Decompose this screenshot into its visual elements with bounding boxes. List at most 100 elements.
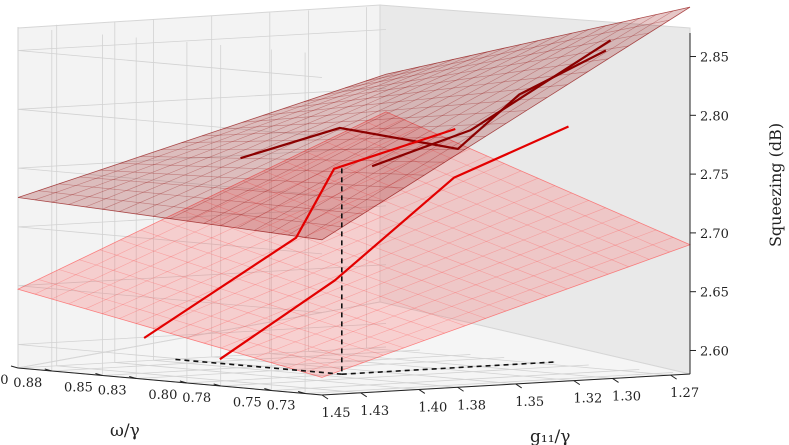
surface-mesh-line — [263, 170, 568, 290]
grid-line-y-floor — [308, 351, 613, 379]
z-tick-label: 2.65 — [700, 286, 729, 301]
surface-mesh-line — [102, 148, 471, 314]
series-curve — [143, 127, 456, 339]
grid-line-x-floor — [136, 357, 505, 379]
x-tick-mark — [297, 391, 306, 394]
surface-mesh-line — [85, 141, 454, 310]
x-tick-label: 0.78 — [182, 391, 211, 406]
x-tick-mark — [10, 365, 19, 369]
y-tick-label: 1.40 — [418, 400, 447, 415]
grid-line-z — [17, 29, 387, 78]
surface-mesh-line — [220, 200, 589, 349]
surface-mesh-line — [68, 62, 437, 205]
z-tick-label: 2.80 — [700, 109, 729, 124]
grid-line-y-floor — [56, 365, 361, 394]
surface-mesh-line — [304, 10, 674, 238]
surface-mesh-line — [58, 269, 363, 363]
surface-mesh-line — [385, 6, 691, 75]
z-tick-label: 2.70 — [700, 227, 729, 242]
surface-mesh-line — [271, 222, 640, 363]
surface-mesh-line — [85, 59, 454, 208]
surface-mesh-line — [51, 66, 420, 203]
x-tick-mark — [95, 373, 103, 376]
x-tick-mark — [213, 383, 221, 387]
surface-mesh-line — [344, 131, 650, 260]
surface-mesh-line — [263, 84, 568, 116]
surface-mesh-line — [102, 55, 471, 210]
y-tick-mark — [360, 392, 368, 398]
surface-mesh-line — [365, 19, 670, 82]
surface-mesh-line — [271, 18, 640, 233]
surface-mesh-line — [119, 51, 488, 212]
x-tick-label: 0.73 — [267, 399, 296, 414]
grid-line-y-floor — [366, 347, 671, 376]
surface-mesh-line — [136, 163, 505, 324]
surface-mesh-line — [220, 29, 589, 226]
y-tick-label: 1.35 — [515, 395, 544, 410]
surface-mesh-line — [120, 163, 425, 176]
surface-mesh-line — [254, 21, 623, 231]
surface-mesh-line — [242, 97, 547, 123]
surface-mesh-line — [79, 176, 384, 202]
surface-mesh-line — [283, 160, 588, 282]
surface-mesh-line — [38, 190, 343, 228]
surface-mesh-line — [186, 36, 556, 222]
surface-mesh-line — [321, 6, 691, 241]
grid-line-z — [17, 87, 387, 137]
y-axis-line — [321, 373, 691, 396]
x-tick-label: 0.88 — [13, 376, 42, 391]
surface-mesh-line — [304, 150, 609, 275]
grid-line-x-floor — [305, 372, 674, 394]
x-tick-label: 0.80 — [148, 388, 177, 403]
y-tick-mark — [418, 389, 426, 394]
z-tick-label: 2.75 — [700, 168, 729, 183]
grid-line-y-floor — [269, 353, 574, 381]
surface-mesh-line — [288, 229, 657, 368]
y-tick-mark — [457, 386, 464, 392]
surface-mesh-line — [17, 288, 323, 378]
surface-mesh-line — [304, 58, 609, 102]
y-tick-label: 1.30 — [612, 389, 641, 404]
surface-mesh-line — [201, 200, 507, 312]
surface-mesh-line — [242, 180, 548, 297]
surface-mesh-line — [169, 177, 539, 334]
y-tick-label: 1.27 — [670, 386, 699, 401]
z-tick-label: 2.85 — [700, 51, 729, 66]
guide-lines — [172, 168, 555, 375]
surface-mesh-line — [181, 210, 486, 319]
surface-mesh-line — [17, 73, 387, 198]
y-axis-label: g₁₁/γ — [530, 427, 570, 445]
surface-mesh-line — [34, 70, 403, 201]
guide-line-floor-x — [172, 358, 342, 375]
surface-mesh-line — [181, 136, 486, 143]
surface-mesh-line — [304, 237, 674, 373]
x-tick-mark — [44, 368, 52, 372]
y-tick-mark — [515, 383, 522, 389]
surface-mesh-line — [152, 44, 522, 217]
surface-mesh-line — [99, 169, 404, 189]
surface-mesh-line — [136, 47, 505, 215]
surface-mesh-line — [237, 25, 606, 229]
grid-line-x-floor — [17, 346, 387, 369]
surface-mesh-line — [140, 156, 445, 163]
surface-mesh-line — [321, 244, 691, 378]
surface-mesh-line — [140, 229, 445, 334]
z-axis-label: Squeezing (dB) — [766, 123, 785, 247]
grid-line-x-floor — [51, 349, 420, 372]
surface-mesh-line — [203, 192, 572, 344]
x-tick-mark — [179, 380, 188, 384]
y-tick-mark — [321, 394, 329, 400]
grid-line-y-floor — [211, 356, 516, 385]
grid-line-z — [17, 205, 387, 255]
surface-mesh-line — [254, 214, 623, 359]
surface-mesh-line — [203, 32, 572, 224]
grid-line-x-floor — [271, 369, 640, 391]
surface-mesh-line — [222, 110, 527, 130]
surface-mesh-line — [237, 207, 606, 354]
y-tick-mark — [670, 374, 677, 380]
x-tick-label: 0.75 — [233, 396, 262, 411]
grid-line-z — [17, 146, 387, 196]
y-tick-label: 1.45 — [322, 406, 351, 421]
surface-mesh-line — [51, 126, 420, 300]
